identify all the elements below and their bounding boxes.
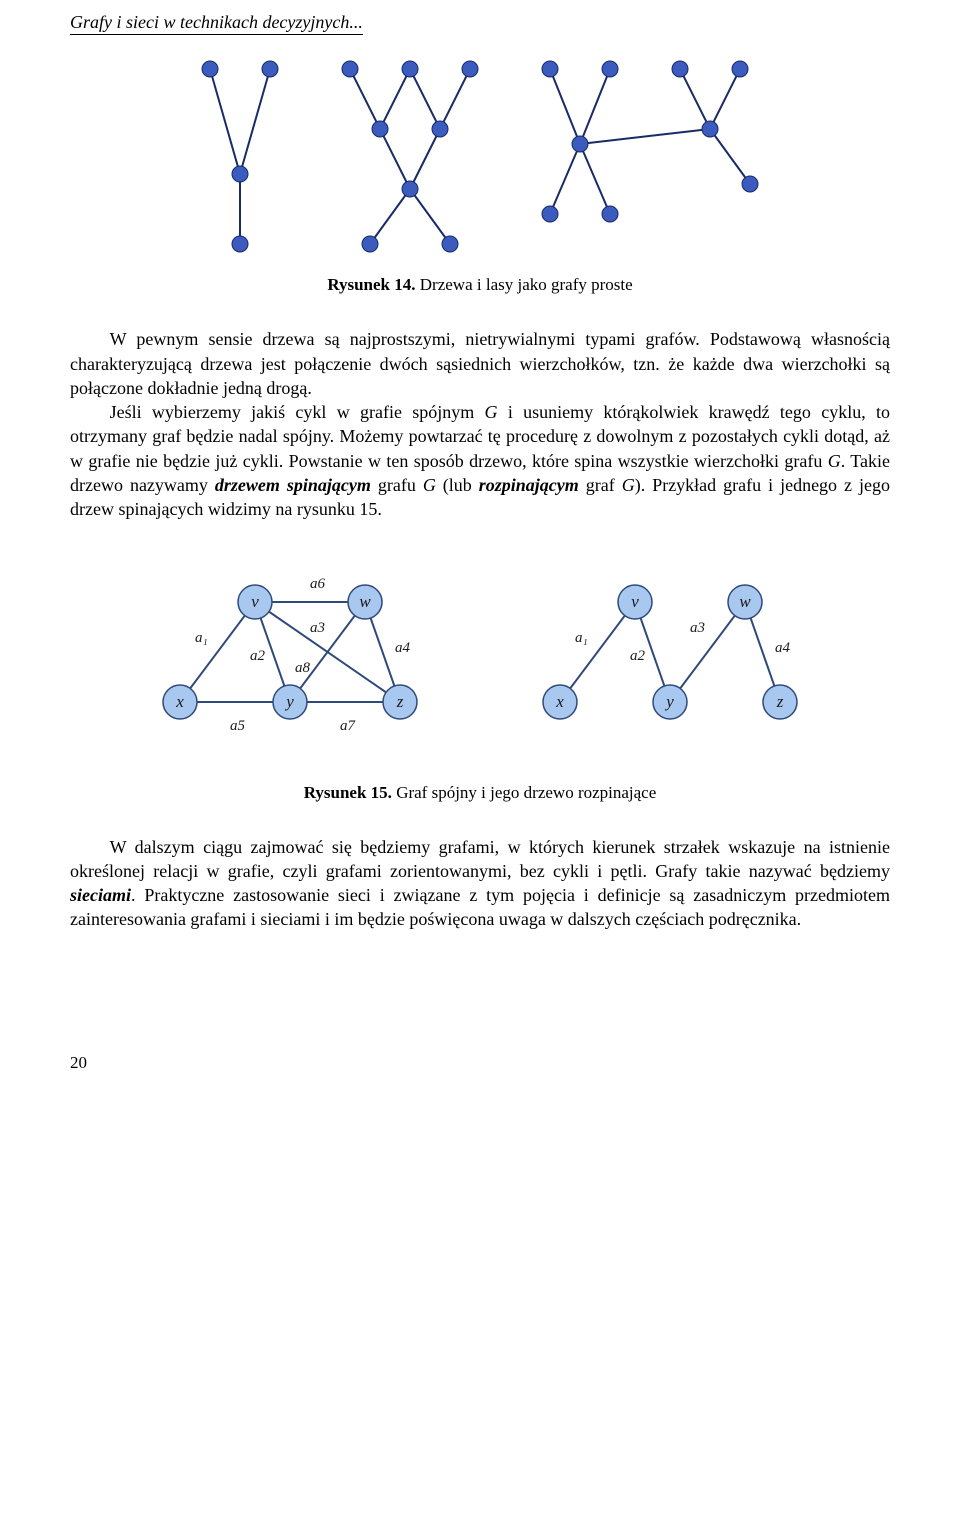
figure-15-caption-text: Graf spójny i jego drzewo rozpinające: [392, 783, 656, 802]
figure-15-right-svg: a₁ a2 a3 a4 x v y w z: [520, 552, 820, 742]
running-header: Grafy i sieci w technikach decyzyjnych..…: [70, 10, 890, 34]
figure-15-caption-label: Rysunek 15.: [304, 783, 392, 802]
svg-text:a₁: a₁: [575, 630, 588, 646]
figure-14-svg: [180, 54, 780, 264]
paragraph-3: W dalszym ciągu zajmować się będziemy gr…: [70, 835, 890, 932]
svg-text:x: x: [555, 692, 564, 711]
svg-text:w: w: [739, 592, 751, 611]
svg-text:w: w: [359, 592, 371, 611]
figure-15-left-svg: a₁ a5 a2 a6 a3 a7 a4 a8 x v y w z: [140, 552, 440, 742]
figure-14-caption-label: Rysunek 14.: [327, 275, 415, 294]
svg-text:a2: a2: [250, 648, 266, 664]
svg-text:a8: a8: [295, 660, 311, 676]
page-number: 20: [70, 1052, 890, 1075]
figure-14: [70, 54, 890, 264]
svg-text:a4: a4: [775, 640, 791, 656]
figure-14-caption: Rysunek 14. Drzewa i lasy jako grafy pro…: [70, 274, 890, 297]
figure-14-caption-text: Drzewa i lasy jako grafy proste: [416, 275, 633, 294]
figure-15-caption: Rysunek 15. Graf spójny i jego drzewo ro…: [70, 782, 890, 805]
svg-text:a5: a5: [230, 718, 246, 734]
svg-text:a3: a3: [310, 620, 325, 636]
svg-text:z: z: [776, 692, 784, 711]
svg-text:a4: a4: [395, 640, 411, 656]
svg-text:v: v: [251, 592, 259, 611]
paragraph-2: Jeśli wybierzemy jakiś cykl w grafie spó…: [70, 400, 890, 521]
svg-text:z: z: [396, 692, 404, 711]
svg-text:x: x: [175, 692, 184, 711]
svg-text:y: y: [284, 692, 294, 711]
svg-text:v: v: [631, 592, 639, 611]
paragraph-1: W pewnym sensie drzewa są najprostszymi,…: [70, 327, 890, 400]
svg-text:y: y: [664, 692, 674, 711]
figure-15: a₁ a5 a2 a6 a3 a7 a4 a8 x v y w z a₁ a2 a3 a4 x v y w z: [70, 552, 890, 742]
svg-text:a₁: a₁: [195, 630, 208, 646]
svg-text:a3: a3: [690, 620, 705, 636]
svg-text:a7: a7: [340, 718, 357, 734]
svg-text:a6: a6: [310, 576, 326, 592]
svg-text:a2: a2: [630, 648, 646, 664]
